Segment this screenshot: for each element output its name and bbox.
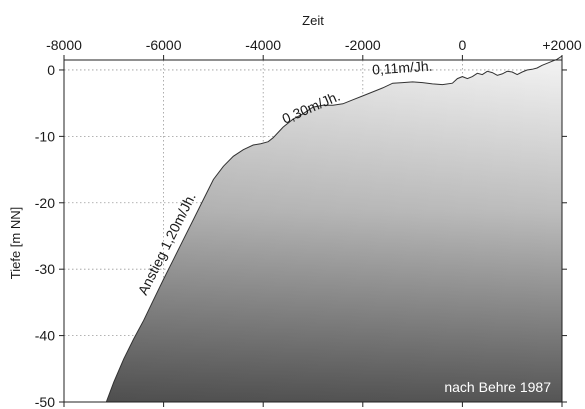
x-tick-label: 0 [459, 37, 467, 53]
annotation-label: 0,11m/Jh. [372, 58, 433, 78]
axes: -8000 -6000 -4000 -2000 0 +2000 0 -10 -20 -30 -40 -… [35, 37, 582, 409]
x-tick-label: -4000 [245, 37, 281, 53]
x-tick-label: +2000 [542, 37, 582, 53]
y-tick-label: -40 [35, 328, 55, 344]
y-tick-label: 0 [47, 62, 55, 78]
y-tick-label: -50 [35, 394, 55, 409]
x-tick-label: -6000 [146, 37, 182, 53]
x-axis-title: Zeit [302, 13, 324, 28]
series-line [105, 55, 563, 403]
x-tick-label: -8000 [46, 37, 82, 53]
area-shade [106, 56, 563, 402]
y-tick-label: -20 [35, 195, 55, 211]
source-credit: nach Behre 1987 [444, 379, 551, 395]
plot-frame [63, 59, 563, 403]
y-tick-label: -10 [35, 128, 55, 144]
area-series [105, 55, 563, 403]
x-tick-label: -2000 [345, 37, 381, 53]
y-tick-label: -30 [35, 261, 55, 277]
y-axis-title: Tiefe [m NN] [8, 207, 23, 279]
